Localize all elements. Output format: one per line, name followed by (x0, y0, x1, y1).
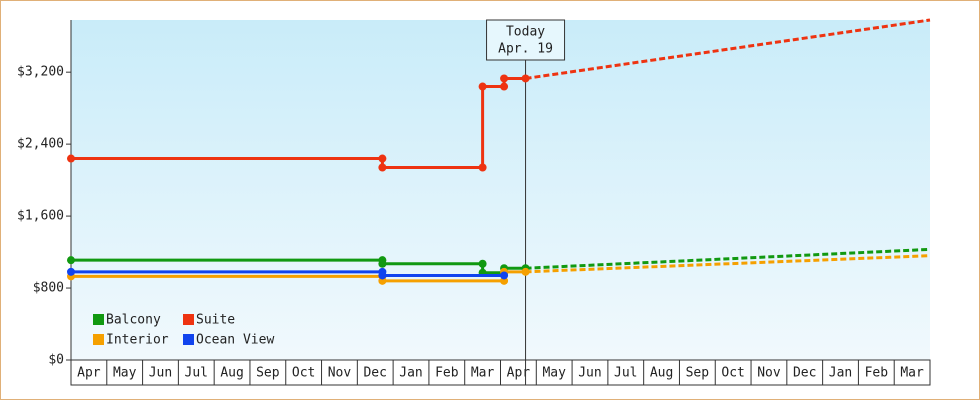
x-tick-label: Jan (399, 366, 422, 381)
x-tick-label: Sep (256, 366, 280, 381)
legend-label: Suite (196, 313, 235, 328)
point (67, 256, 75, 265)
legend-swatch (93, 334, 104, 345)
legend-label: Balcony (106, 313, 161, 328)
x-tick-label: Oct (721, 366, 744, 381)
legend-swatch (183, 334, 194, 345)
legend-label: Ocean View (196, 333, 274, 348)
y-tick-label: $2,400 (17, 137, 64, 152)
x-tick-label: Mar (471, 366, 495, 381)
legend-label: Interior (106, 333, 169, 348)
point (378, 163, 387, 172)
point (378, 259, 387, 268)
forecast-line (525, 18, 931, 80)
point (521, 267, 530, 276)
point (500, 82, 509, 91)
point (478, 163, 487, 172)
plot-area (71, 20, 930, 360)
point (478, 259, 487, 268)
x-tick-label: Nov (328, 366, 352, 381)
point (67, 154, 75, 163)
point (67, 267, 75, 276)
point (521, 74, 530, 83)
point (478, 82, 487, 91)
x-tick-label: Jun (578, 366, 601, 381)
x-tick-label: Jun (149, 366, 172, 381)
forecast-line (525, 247, 931, 270)
forecast-line (525, 254, 931, 274)
y-tick-label: $0 (48, 353, 64, 368)
x-tick-label: Dec (363, 366, 386, 381)
x-tick-label: Jul (185, 366, 208, 381)
y-tick-label: $1,600 (17, 209, 64, 224)
x-tick-label: Oct (292, 366, 315, 381)
x-tick-label: Feb (865, 366, 889, 381)
x-tick-label: Aug (650, 366, 673, 381)
x-tick-label: Sep (686, 366, 710, 381)
x-tick-label: Feb (435, 366, 459, 381)
point (500, 74, 509, 83)
x-tick-label: May (113, 366, 137, 381)
x-tick-label: Jul (614, 366, 637, 381)
x-tick-label: Nov (757, 366, 781, 381)
today-date: Apr. 19 (498, 42, 553, 57)
y-tick-label: $3,200 (17, 65, 64, 80)
x-tick-label: Jan (829, 366, 852, 381)
point (378, 271, 387, 280)
x-tick-label: Apr (507, 366, 531, 381)
x-tick-label: Aug (220, 366, 243, 381)
point (500, 271, 509, 280)
x-tick-label: Apr (77, 366, 101, 381)
x-tick-label: Mar (900, 366, 924, 381)
legend-swatch (183, 314, 194, 325)
x-tick-label: Dec (793, 366, 816, 381)
y-tick-label: $800 (33, 281, 64, 296)
point (378, 154, 387, 163)
x-tick-label: May (542, 366, 566, 381)
today-box (486, 19, 566, 61)
today-label: Today (506, 25, 545, 40)
legend-swatch (93, 314, 104, 325)
